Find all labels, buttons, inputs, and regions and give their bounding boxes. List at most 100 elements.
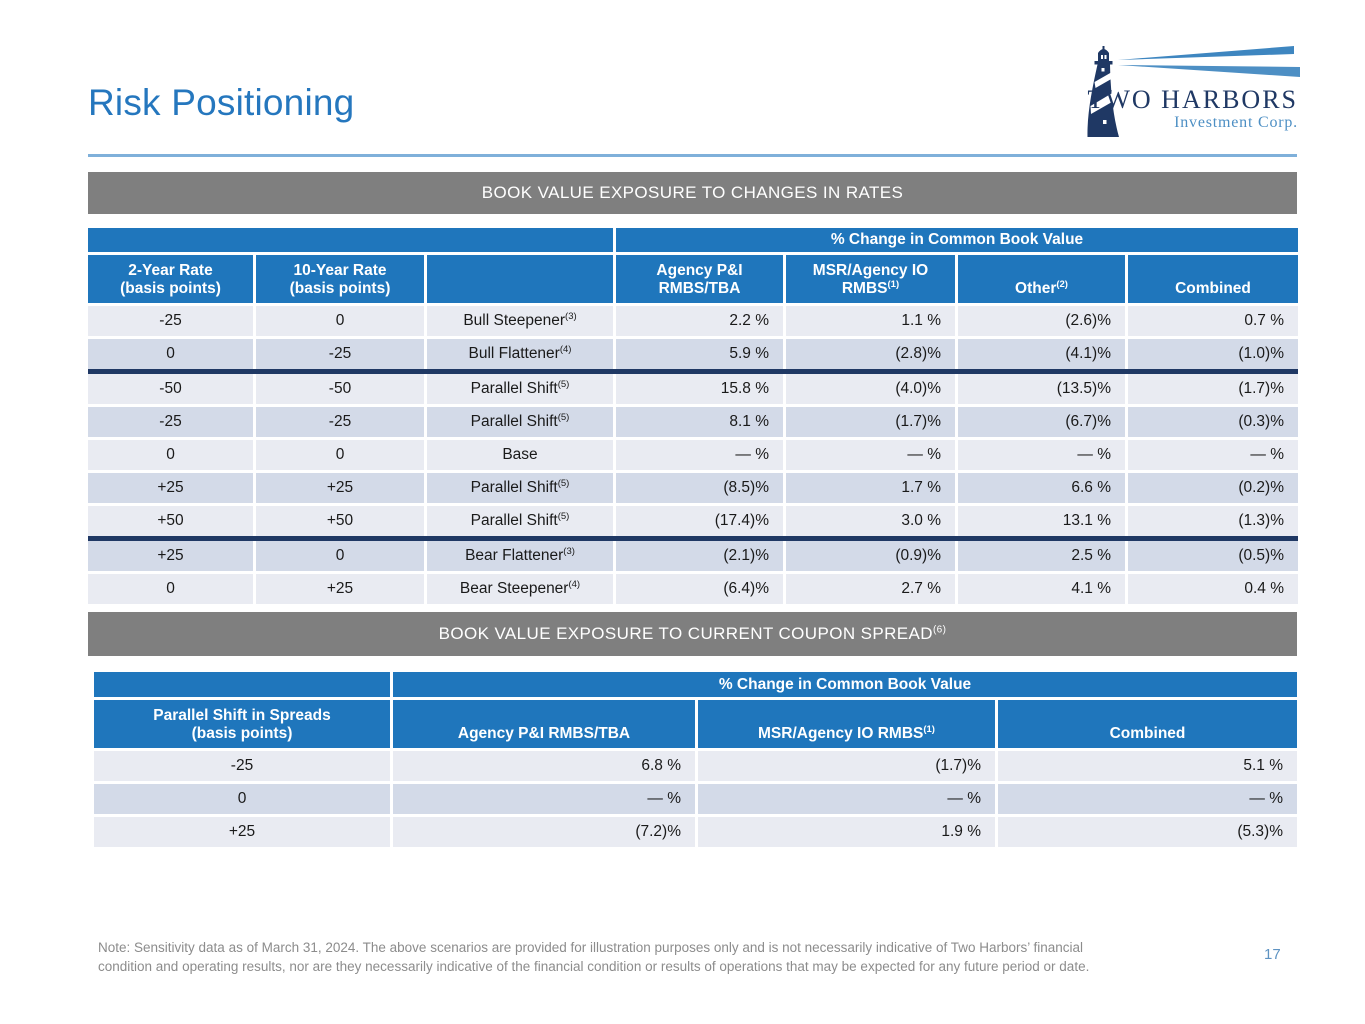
- cell-msr: (1.7)%: [698, 751, 995, 781]
- logo-subtitle: Investment Corp.: [1174, 114, 1298, 131]
- cell-combined: 0.4 %: [1128, 574, 1298, 604]
- cell-combined: (1.0)%: [1128, 339, 1298, 369]
- cell-rate2: 0: [88, 440, 253, 470]
- section-header-spread-label: BOOK VALUE EXPOSURE TO CURRENT COUPON SP…: [438, 624, 947, 643]
- group-header-text: % Change in Common Book Value: [718, 675, 972, 693]
- header-parallel-shift: Parallel Shift in Spreads (basis points): [94, 700, 390, 748]
- cell-scenario: Bear Steepener(4): [427, 574, 613, 604]
- cell-rate10: -25: [256, 407, 424, 437]
- cell-rate10: +50: [256, 506, 424, 536]
- page-number: 17: [1264, 946, 1281, 963]
- lighthouse-icon: [1087, 46, 1300, 137]
- header-msr: MSR/Agency IO RMBS(1): [698, 700, 995, 748]
- cell-scenario: Parallel Shift(5): [427, 506, 613, 536]
- cell-rate2: +25: [88, 473, 253, 503]
- cell-msr: (2.8)%: [786, 339, 955, 369]
- cell-rate2: +25: [88, 541, 253, 571]
- cell-agency: — %: [616, 440, 783, 470]
- cell-rate10: +25: [256, 574, 424, 604]
- header-10yr-rate: 10-Year Rate (basis points): [256, 255, 424, 303]
- cell-scenario: Bull Flattener(4): [427, 339, 613, 369]
- cell-agency: (7.2)%: [393, 817, 695, 847]
- navy-divider: [88, 536, 1298, 541]
- cell-combined: (0.5)%: [1128, 541, 1298, 571]
- cell-agency: 15.8 %: [616, 374, 783, 404]
- page-title: Risk Positioning: [88, 82, 355, 123]
- cell-agency: 5.9 %: [616, 339, 783, 369]
- rates-row: 0 0 Base — % — % — % — %: [88, 440, 1298, 470]
- cell-shift: 0: [94, 784, 390, 814]
- cell-msr: (1.7)%: [786, 407, 955, 437]
- cell-combined: (1.3)%: [1128, 506, 1298, 536]
- rates-table: % Change in Common Book Value 2-Year Rat…: [88, 228, 1298, 604]
- cell-agency: — %: [393, 784, 695, 814]
- cell-rate10: +25: [256, 473, 424, 503]
- cell-msr: (4.0)%: [786, 374, 955, 404]
- cell-other: 4.1 %: [958, 574, 1125, 604]
- cell-scenario: Parallel Shift(5): [427, 473, 613, 503]
- cell-msr: 1.7 %: [786, 473, 955, 503]
- header-msr: MSR/Agency IO RMBS(1): [786, 255, 955, 303]
- cell-agency: 2.2 %: [616, 306, 783, 336]
- cell-rate2: -25: [88, 407, 253, 437]
- cell-rate2: -50: [88, 374, 253, 404]
- section-header-rates-label: BOOK VALUE EXPOSURE TO CHANGES IN RATES: [481, 183, 904, 202]
- cell-combined: — %: [1128, 440, 1298, 470]
- cell-msr: — %: [786, 440, 955, 470]
- header-other: Other(2): [958, 255, 1125, 303]
- cell-other: (4.1)%: [958, 339, 1125, 369]
- cell-msr: (0.9)%: [786, 541, 955, 571]
- cell-combined: (0.3)%: [1128, 407, 1298, 437]
- navy-divider: [88, 369, 1298, 374]
- footnote-line2: condition and operating results, nor are…: [98, 959, 1090, 974]
- rates-row: +25 +25 Parallel Shift(5) (8.5)% 1.7 % 6…: [88, 473, 1298, 503]
- cell-other: 6.6 %: [958, 473, 1125, 503]
- group-header-label: % Change in Common Book Value: [393, 672, 1297, 697]
- cell-scenario: Bear Flattener(3): [427, 541, 613, 571]
- group-header-label: % Change in Common Book Value: [616, 228, 1298, 252]
- cell-msr: 3.0 %: [786, 506, 955, 536]
- cell-rate10: 0: [256, 306, 424, 336]
- footnote-line1: Note: Sensitivity data as of March 31, 2…: [98, 940, 1084, 955]
- cell-other: — %: [958, 440, 1125, 470]
- rates-row: 0 -25 Bull Flattener(4) 5.9 % (2.8)% (4.…: [88, 339, 1298, 369]
- group-header-spacer: [88, 228, 613, 252]
- cell-combined: 0.7 %: [1128, 306, 1298, 336]
- header-2yr-rate: 2-Year Rate (basis points): [88, 255, 253, 303]
- rates-row: -50 -50 Parallel Shift(5) 15.8 % (4.0)% …: [88, 374, 1298, 404]
- cell-other: (2.6)%: [958, 306, 1125, 336]
- rates-row: 0 +25 Bear Steepener(4) (6.4)% 2.7 % 4.1…: [88, 574, 1298, 604]
- cell-shift: +25: [94, 817, 390, 847]
- spread-row: +25 (7.2)% 1.9 % (5.3)%: [94, 817, 1297, 847]
- header-combined: Combined: [998, 700, 1297, 748]
- cell-rate10: -25: [256, 339, 424, 369]
- header-agency: Agency P&I RMBS/TBA: [616, 255, 783, 303]
- cell-other: 13.1 %: [958, 506, 1125, 536]
- group-header-spacer: [94, 672, 390, 697]
- rates-table-column-headers: 2-Year Rate (basis points) 10-Year Rate …: [88, 255, 1298, 303]
- cell-rate10: -50: [256, 374, 424, 404]
- cell-rate10: 0: [256, 440, 424, 470]
- header-combined: Combined: [1128, 255, 1298, 303]
- header-agency: Agency P&I RMBS/TBA: [393, 700, 695, 748]
- cell-msr: 2.7 %: [786, 574, 955, 604]
- spread-table: % Change in Common Book Value Parallel S…: [94, 672, 1297, 847]
- cell-msr: 1.1 %: [786, 306, 955, 336]
- title-divider: [88, 154, 1297, 157]
- cell-combined: — %: [998, 784, 1297, 814]
- logo-company-name: TWO HARBORS: [1087, 85, 1298, 114]
- rates-table-group-row: % Change in Common Book Value: [88, 228, 1298, 252]
- rates-row: -25 -25 Parallel Shift(5) 8.1 % (1.7)% (…: [88, 407, 1298, 437]
- cell-other: 2.5 %: [958, 541, 1125, 571]
- cell-scenario: Parallel Shift(5): [427, 374, 613, 404]
- cell-rate10: 0: [256, 541, 424, 571]
- rates-row: +50 +50 Parallel Shift(5) (17.4)% 3.0 % …: [88, 506, 1298, 536]
- section-header-spread: BOOK VALUE EXPOSURE TO CURRENT COUPON SP…: [88, 612, 1297, 656]
- cell-scenario: Parallel Shift(5): [427, 407, 613, 437]
- cell-rate2: 0: [88, 574, 253, 604]
- rates-row: +25 0 Bear Flattener(3) (2.1)% (0.9)% 2.…: [88, 541, 1298, 571]
- company-logo: TWO HARBORS Investment Corp.: [1068, 44, 1300, 139]
- spread-table-group-row: % Change in Common Book Value: [94, 672, 1297, 697]
- cell-combined: (5.3)%: [998, 817, 1297, 847]
